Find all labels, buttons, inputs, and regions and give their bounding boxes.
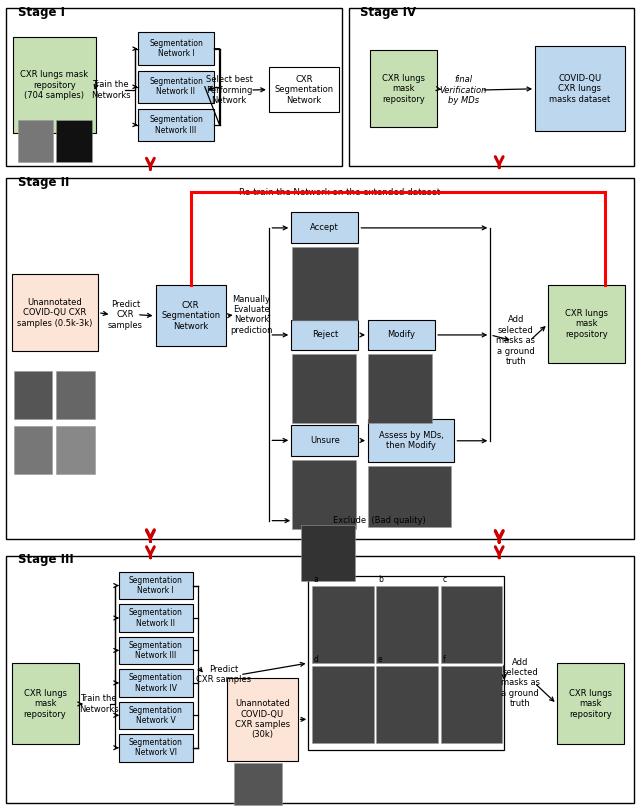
Text: Unannotated
COVID-QU
CXR samples
(30k): Unannotated COVID-QU CXR samples (30k) xyxy=(235,699,290,740)
Bar xyxy=(312,666,374,743)
Text: CXR
Segmentation
Network: CXR Segmentation Network xyxy=(161,301,220,331)
Text: Exclude  (Bad quality): Exclude (Bad quality) xyxy=(333,516,426,526)
Bar xyxy=(18,120,53,162)
Bar xyxy=(119,637,193,664)
Bar xyxy=(119,669,193,697)
Bar xyxy=(291,212,358,243)
Text: d: d xyxy=(314,655,319,664)
Bar xyxy=(548,285,625,363)
Text: Predict
CXR
samples: Predict CXR samples xyxy=(108,300,143,329)
Text: Segmentation
Network II: Segmentation Network II xyxy=(129,608,183,628)
Text: Segmentation
Network IV: Segmentation Network IV xyxy=(129,673,183,693)
Text: final
Verification
by MDs: final Verification by MDs xyxy=(440,75,487,105)
Bar xyxy=(368,320,435,350)
Bar xyxy=(56,426,95,474)
Bar xyxy=(12,663,79,744)
Text: CXR lungs
mask
repository: CXR lungs mask repository xyxy=(382,74,425,104)
Text: COVID-QU
CXR lungs
masks dataset: COVID-QU CXR lungs masks dataset xyxy=(549,74,611,104)
Bar xyxy=(119,702,193,729)
Bar xyxy=(292,460,356,529)
Bar xyxy=(368,466,451,527)
Text: CXR
Segmentation
Network: CXR Segmentation Network xyxy=(275,75,333,105)
Bar xyxy=(119,604,193,632)
Text: Predict
CXR samples: Predict CXR samples xyxy=(196,665,252,684)
Text: Unannotated
COVID-QU CXR
samples (0.5k-3k): Unannotated COVID-QU CXR samples (0.5k-3… xyxy=(17,298,92,328)
Text: CXR lungs
mask
repository: CXR lungs mask repository xyxy=(24,689,67,719)
Text: Stage II: Stage II xyxy=(18,176,69,189)
Text: Modify: Modify xyxy=(388,330,415,340)
Bar xyxy=(119,572,193,599)
Bar xyxy=(227,678,298,761)
Text: Stage IV: Stage IV xyxy=(360,6,417,19)
Bar xyxy=(56,371,95,419)
Bar xyxy=(301,525,355,581)
Bar xyxy=(14,426,52,474)
Bar xyxy=(234,763,282,805)
Text: Segmentation
Network V: Segmentation Network V xyxy=(129,706,183,725)
Text: Unsure: Unsure xyxy=(310,436,340,445)
Text: a: a xyxy=(314,575,318,584)
Bar xyxy=(368,354,432,423)
Bar xyxy=(269,67,339,112)
Text: Segmentation
Network III: Segmentation Network III xyxy=(129,641,183,660)
Bar xyxy=(291,320,358,350)
Bar xyxy=(14,371,52,419)
Text: Train the
Networks: Train the Networks xyxy=(79,694,118,714)
Bar xyxy=(6,8,342,166)
Bar xyxy=(312,586,374,663)
Bar xyxy=(292,354,356,423)
Bar xyxy=(440,586,502,663)
Text: Add
selected
masks as
a ground
truth: Add selected masks as a ground truth xyxy=(497,315,535,366)
Text: CXR lungs mask
repository
(704 samples): CXR lungs mask repository (704 samples) xyxy=(20,71,88,100)
Text: CXR lungs
mask
repository: CXR lungs mask repository xyxy=(564,309,608,339)
Text: Segmentation
Network I: Segmentation Network I xyxy=(149,39,203,58)
Text: CXR lungs
mask
repository: CXR lungs mask repository xyxy=(569,689,612,719)
Text: Re-train the Network on the extended dataset: Re-train the Network on the extended dat… xyxy=(239,187,440,197)
Bar xyxy=(557,663,624,744)
Bar xyxy=(56,120,92,162)
Bar xyxy=(6,556,634,803)
Bar xyxy=(291,425,358,456)
Text: Stage I: Stage I xyxy=(18,6,65,19)
Text: Accept: Accept xyxy=(310,223,339,233)
Text: Segmentation
Network VI: Segmentation Network VI xyxy=(129,738,183,757)
Bar xyxy=(292,247,358,320)
Text: Segmentation
Network I: Segmentation Network I xyxy=(129,576,183,595)
Bar xyxy=(6,178,634,539)
Bar xyxy=(535,46,625,131)
Bar xyxy=(13,37,96,133)
Bar xyxy=(138,109,214,141)
Text: Reject: Reject xyxy=(312,330,338,340)
Text: Stage III: Stage III xyxy=(18,553,74,566)
Text: f: f xyxy=(442,655,445,664)
Bar xyxy=(119,734,193,762)
Bar xyxy=(349,8,634,166)
Bar xyxy=(368,419,454,462)
Text: Select best
Performing
Network: Select best Performing Network xyxy=(205,75,253,105)
Text: Segmentation
Network III: Segmentation Network III xyxy=(149,115,203,135)
Text: c: c xyxy=(442,575,447,584)
Text: Segmentation
Network II: Segmentation Network II xyxy=(149,77,203,97)
Bar xyxy=(376,586,438,663)
Text: Add
selected
masks as
a ground
truth: Add selected masks as a ground truth xyxy=(501,658,540,708)
Bar xyxy=(12,274,98,351)
Text: Assess by MDs,
then Modify: Assess by MDs, then Modify xyxy=(379,431,444,450)
Bar xyxy=(308,576,504,750)
Bar xyxy=(138,71,214,103)
Text: Train the
Networks: Train the Networks xyxy=(91,80,131,100)
Text: b: b xyxy=(378,575,383,584)
Bar xyxy=(156,285,226,346)
Bar xyxy=(440,666,502,743)
Text: e: e xyxy=(378,655,383,664)
Bar xyxy=(370,50,437,127)
Text: Manually
Evaluate
Network
prediction: Manually Evaluate Network prediction xyxy=(230,294,273,335)
Bar xyxy=(376,666,438,743)
Bar xyxy=(138,32,214,65)
